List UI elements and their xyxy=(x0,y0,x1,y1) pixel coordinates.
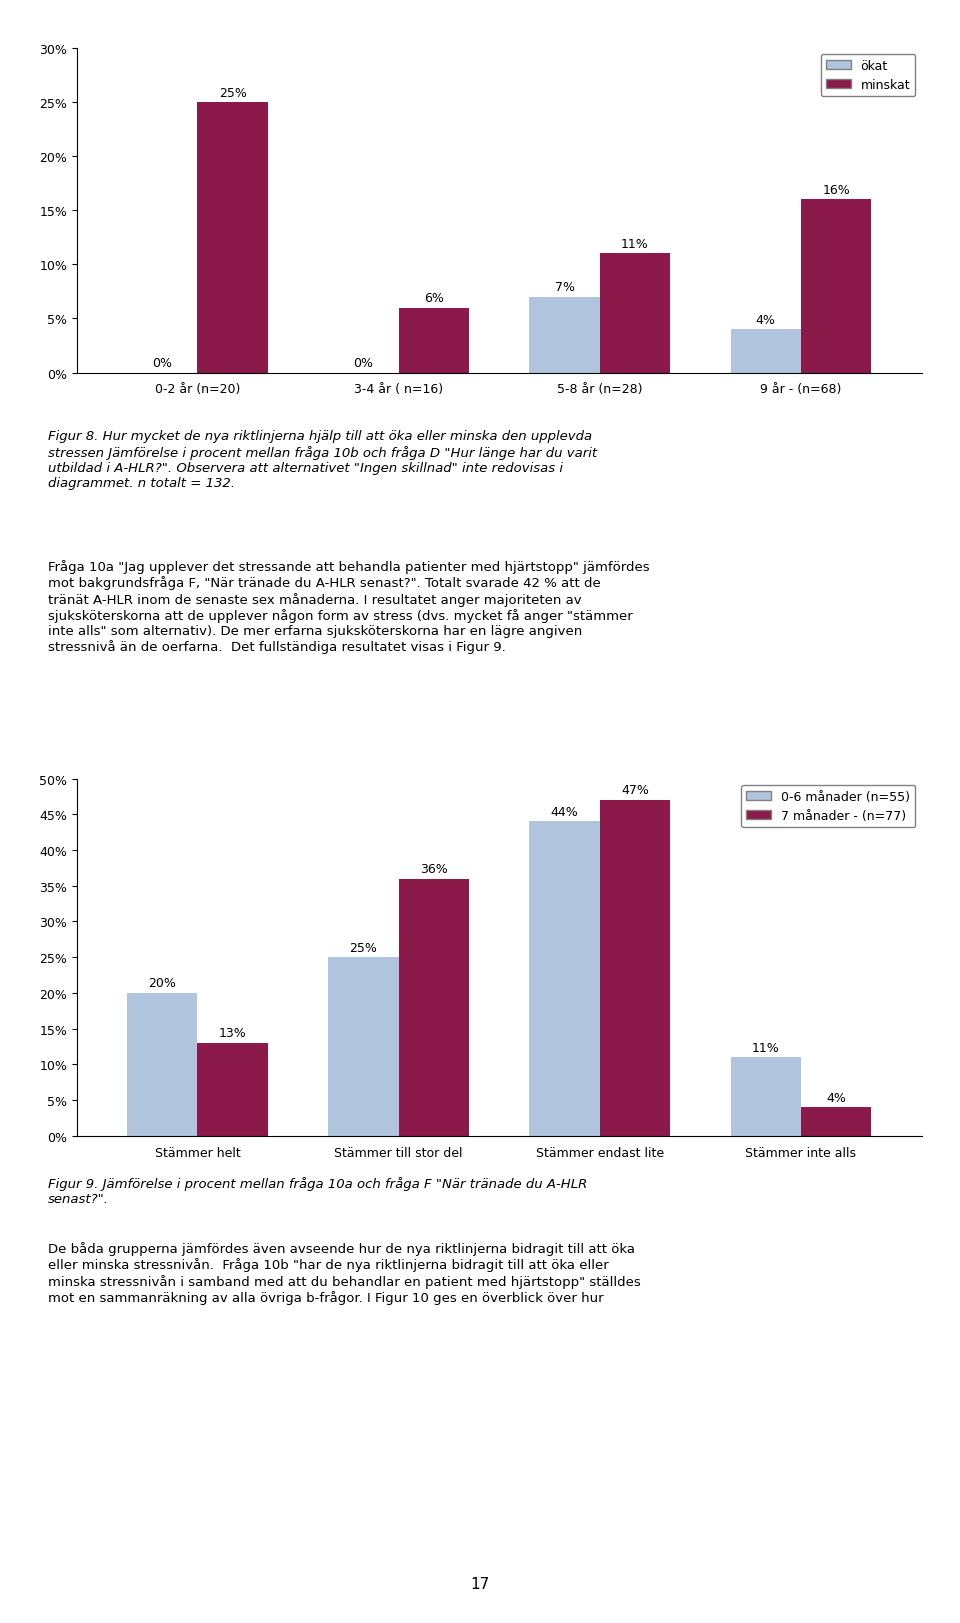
Bar xyxy=(801,200,872,373)
Bar xyxy=(127,993,198,1136)
Bar xyxy=(398,308,469,373)
Text: De båda grupperna jämfördes även avseende hur de nya riktlinjerna bidragit till : De båda grupperna jämfördes även avseend… xyxy=(48,1242,640,1303)
Bar xyxy=(198,1044,268,1136)
Text: 4%: 4% xyxy=(756,313,776,326)
Text: 11%: 11% xyxy=(752,1040,780,1053)
Bar xyxy=(600,800,670,1136)
Text: 47%: 47% xyxy=(621,784,649,797)
Text: 16%: 16% xyxy=(822,183,850,196)
Text: 36%: 36% xyxy=(420,862,447,875)
Text: 0%: 0% xyxy=(153,357,172,370)
Bar xyxy=(731,329,801,373)
Text: 0%: 0% xyxy=(353,357,373,370)
Text: Figur 9. Jämförelse i procent mellan fråga 10a och fråga F "När tränade du A-HLR: Figur 9. Jämförelse i procent mellan frå… xyxy=(48,1177,588,1206)
Bar xyxy=(600,255,670,373)
Text: 17: 17 xyxy=(470,1576,490,1591)
Text: 44%: 44% xyxy=(551,805,579,818)
Bar xyxy=(529,821,600,1136)
Text: 25%: 25% xyxy=(219,86,247,99)
Text: Fråga 10a "Jag upplever det stressande att behandla patienter med hjärtstopp" jä: Fråga 10a "Jag upplever det stressande a… xyxy=(48,560,650,654)
Text: 20%: 20% xyxy=(149,977,177,990)
Legend: ökat, minskat: ökat, minskat xyxy=(821,55,915,97)
Text: 11%: 11% xyxy=(621,239,649,252)
Text: 25%: 25% xyxy=(349,941,377,954)
Bar xyxy=(328,958,398,1136)
Bar xyxy=(198,102,268,373)
Bar xyxy=(731,1058,801,1136)
Text: 6%: 6% xyxy=(424,292,444,305)
Text: 4%: 4% xyxy=(827,1091,846,1104)
Text: Figur 8. Hur mycket de nya riktlinjerna hjälp till att öka eller minska den uppl: Figur 8. Hur mycket de nya riktlinjerna … xyxy=(48,430,597,489)
Bar xyxy=(801,1107,872,1136)
Text: 13%: 13% xyxy=(219,1027,247,1040)
Bar xyxy=(398,880,469,1136)
Bar xyxy=(529,297,600,373)
Legend: 0-6 månader (n=55), 7 månader - (n=77): 0-6 månader (n=55), 7 månader - (n=77) xyxy=(741,786,915,828)
Text: 7%: 7% xyxy=(555,281,575,294)
